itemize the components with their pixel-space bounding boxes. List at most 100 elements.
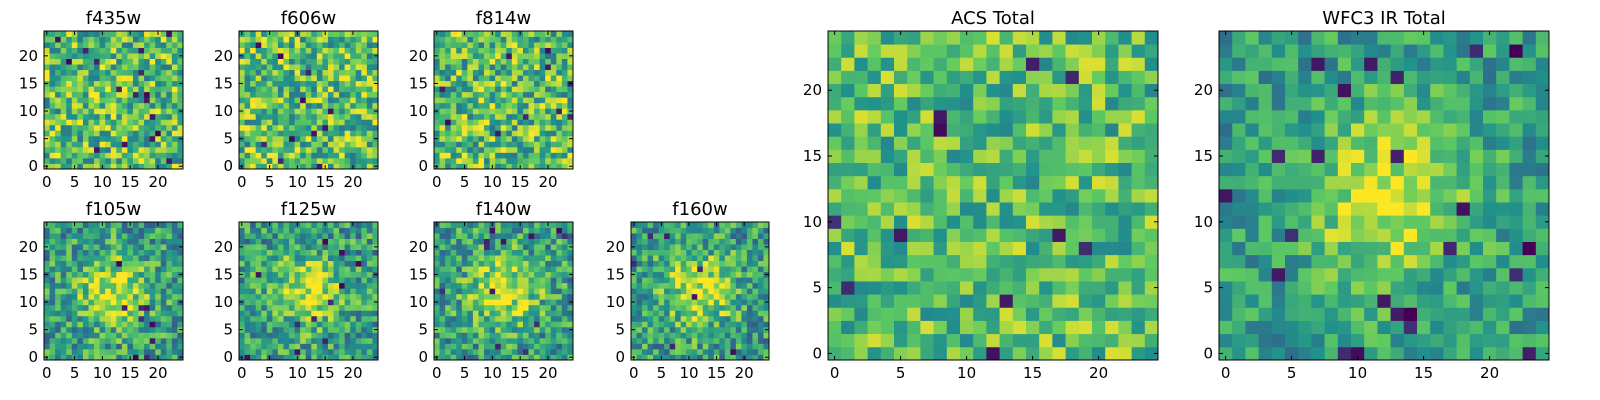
heatmap-cell (556, 321, 563, 328)
heatmap-cell (277, 146, 284, 153)
heatmap-cell (545, 135, 552, 142)
heatmap-cell (719, 332, 726, 339)
heatmap-cell (511, 277, 518, 284)
heatmap-cell (366, 249, 373, 256)
heatmap-cell (99, 238, 106, 245)
heatmap-cell (841, 149, 855, 163)
heatmap-cell (511, 271, 518, 278)
heatmap-cell (277, 321, 284, 328)
heatmap-cell (841, 215, 855, 229)
heatmap-cell (250, 146, 257, 153)
heatmap-cell (116, 47, 123, 54)
heatmap-cell (155, 227, 162, 234)
heatmap-cell (94, 124, 100, 131)
heatmap-cell (713, 260, 720, 267)
heatmap-cell (484, 354, 490, 361)
heatmap-cell (110, 124, 117, 131)
heatmap-cell (44, 238, 50, 245)
heatmap-cell (1039, 267, 1053, 282)
heatmap-cell (461, 64, 468, 71)
heatmap-cell (350, 310, 357, 317)
heatmap-cell (316, 135, 323, 142)
heatmap-cell (138, 299, 145, 306)
heatmap-cell (489, 58, 496, 65)
heatmap-cell (361, 249, 368, 256)
heatmap-cell (322, 42, 329, 48)
heatmap-cell (300, 332, 307, 339)
heatmap-cell (1065, 188, 1080, 203)
heatmap-cell (467, 157, 474, 164)
heatmap-cell (489, 102, 496, 109)
heatmap-cell (556, 141, 563, 148)
heatmap-cell (1052, 281, 1066, 295)
heatmap-cell (361, 310, 368, 317)
heatmap-cell (854, 149, 868, 163)
heatmap-cell (239, 102, 245, 109)
heatmap-cell (561, 108, 568, 115)
heatmap-cell (472, 97, 479, 104)
heatmap-cell (88, 343, 95, 350)
heatmap-cell (305, 304, 312, 311)
heatmap-cell (472, 146, 479, 153)
heatmap-cell (144, 102, 151, 109)
heatmap-cell (719, 299, 726, 306)
heatmap-cell (283, 310, 290, 317)
heatmap-cell (327, 135, 334, 142)
heatmap-cell (99, 97, 106, 104)
heatmap-cell (539, 288, 546, 295)
heatmap-cell (500, 36, 507, 43)
heatmap-cell (82, 255, 89, 262)
heatmap-cell (730, 326, 737, 333)
heatmap-cell (636, 304, 643, 311)
heatmap-cell (841, 254, 855, 269)
heatmap-cell (94, 64, 100, 71)
heatmap-cell (366, 337, 373, 344)
heatmap-cell (49, 321, 56, 328)
heatmap-cell (545, 315, 552, 322)
heatmap-cell (44, 36, 50, 43)
heatmap-cell (539, 238, 546, 245)
heatmap-cell (489, 238, 496, 245)
heatmap-cell (539, 97, 546, 104)
x-tick-label: 10 (483, 364, 502, 382)
heatmap-cell (366, 227, 373, 234)
heatmap-cell (294, 130, 301, 137)
heatmap-cell (250, 354, 257, 361)
heatmap-cell (272, 69, 279, 76)
heatmap-cell (82, 321, 89, 328)
heatmap-cell (283, 227, 290, 234)
heatmap-cell (467, 288, 474, 295)
heatmap-cell (495, 135, 502, 142)
heatmap-cell (522, 266, 529, 273)
heatmap-cell (239, 337, 245, 344)
heatmap-cell (636, 315, 643, 322)
heatmap-cell (132, 152, 139, 159)
heatmap-cell (277, 266, 284, 273)
heatmap-cell (439, 146, 446, 153)
heatmap-cell (724, 277, 731, 284)
heatmap-cell (316, 293, 323, 300)
heatmap-cell (49, 233, 56, 239)
heatmap-cell (66, 282, 73, 289)
heatmap-cell (556, 299, 563, 306)
heatmap-cell (680, 255, 687, 262)
heatmap-cell (355, 130, 362, 137)
heatmap-cell (545, 233, 552, 239)
heatmap-cell (127, 282, 134, 289)
heatmap-cell (55, 249, 62, 256)
heatmap-cell (686, 343, 693, 350)
heatmap-cell (149, 108, 156, 115)
heatmap-cell (316, 64, 323, 71)
heatmap-cell (669, 277, 676, 284)
heatmap-cell (333, 64, 340, 71)
heatmap-cell (344, 310, 351, 317)
heatmap-cell (105, 337, 112, 344)
heatmap-cell (713, 238, 720, 245)
heatmap-cell (828, 346, 842, 361)
heatmap-cell (478, 343, 485, 350)
heatmap-cell (300, 310, 307, 317)
heatmap-cell (686, 288, 693, 295)
heatmap-cell (841, 188, 855, 203)
heatmap-cell (434, 75, 440, 82)
heatmap-cell (763, 227, 770, 234)
